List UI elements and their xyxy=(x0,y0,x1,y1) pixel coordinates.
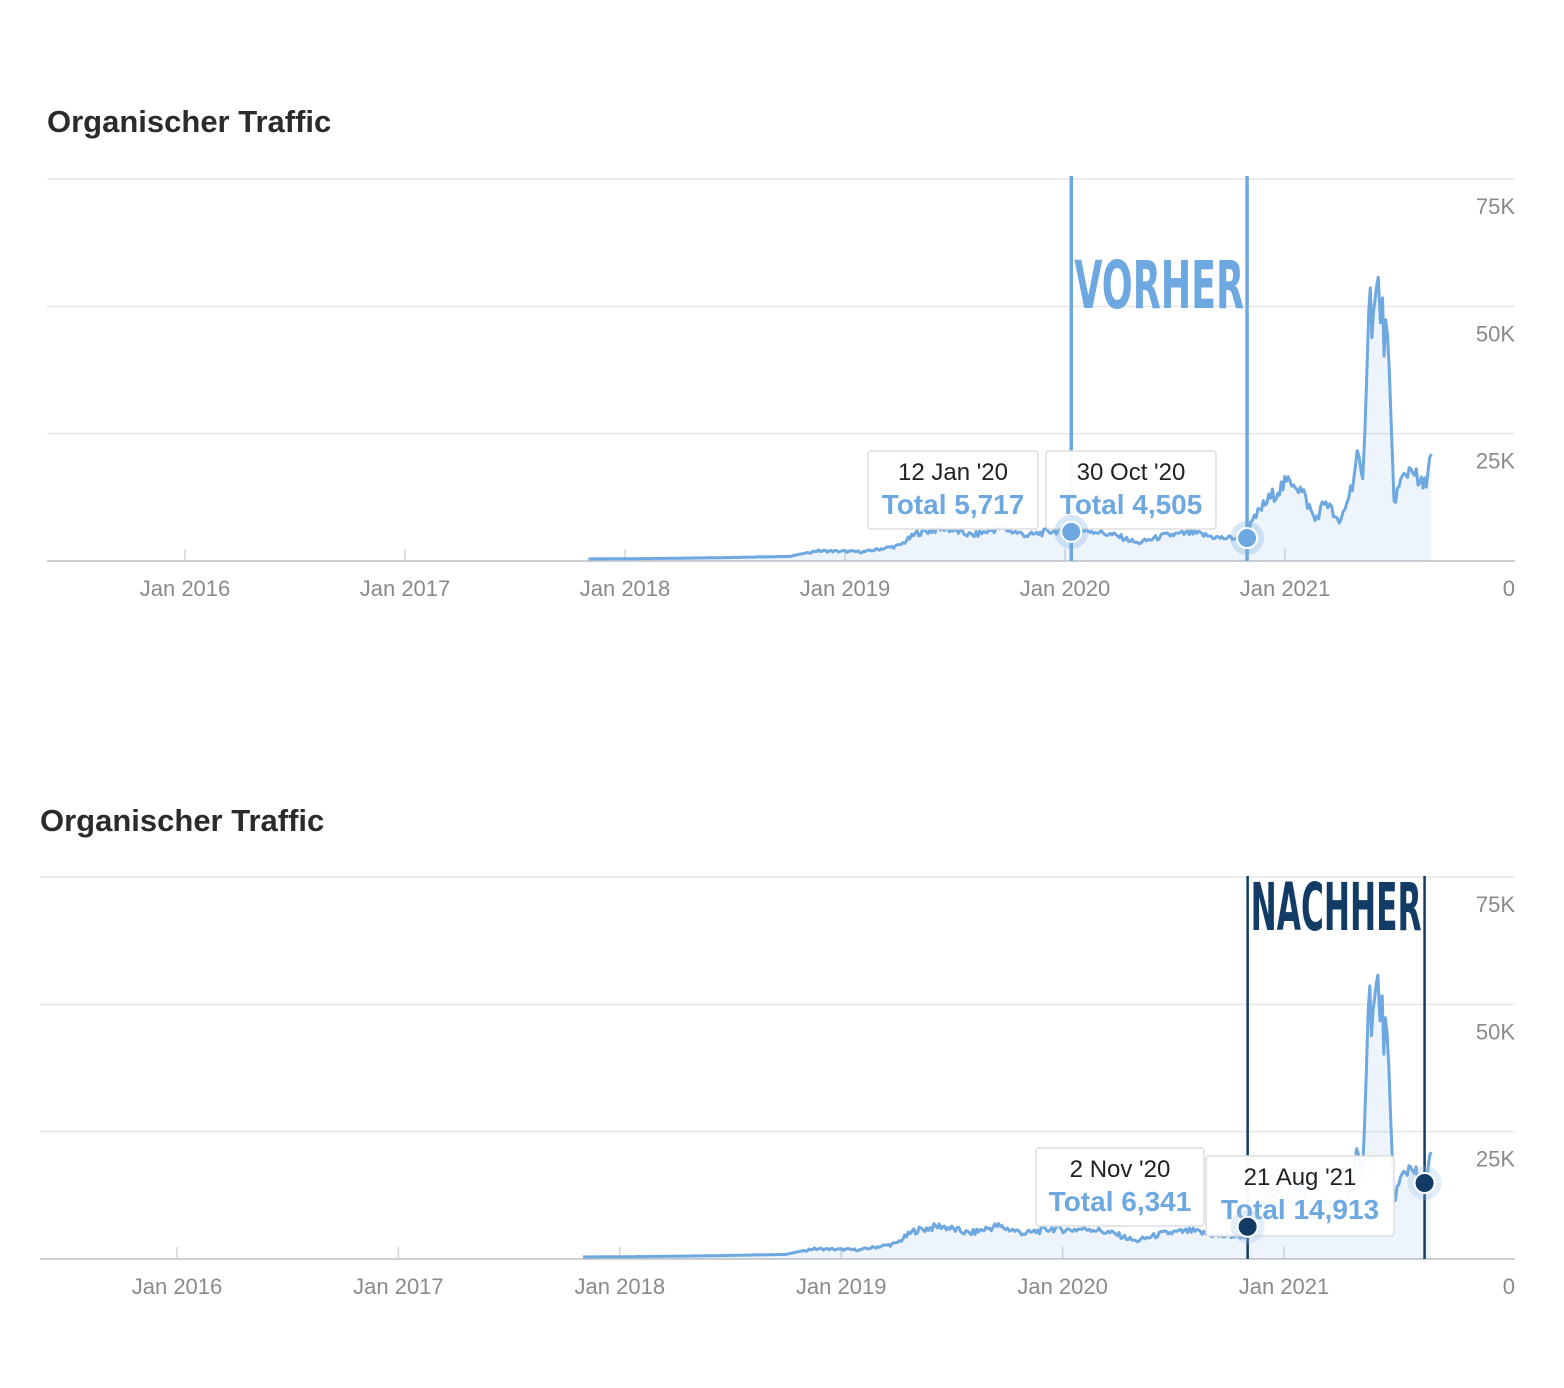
tooltip: 30 Oct '20 Total 4,505 xyxy=(1045,450,1217,530)
x-tick-label: Jan 2018 xyxy=(575,1274,666,1299)
traffic-chart-after: 0 25K 50K 75K Jan 2016 Jan 2017 Jan 2018 Jan 20… xyxy=(40,869,1515,1299)
y-tick-label: 75K xyxy=(1476,194,1515,219)
range-label: VORHER xyxy=(1074,247,1244,324)
series-line xyxy=(588,275,1433,561)
tooltip-date: 2 Nov '20 xyxy=(1070,1156,1171,1183)
highlight-point xyxy=(1236,1215,1259,1238)
y-tick-label: 25K xyxy=(1476,449,1515,474)
x-tick-label: Jan 2018 xyxy=(580,576,671,601)
y-tick-label: 75K xyxy=(1476,892,1515,917)
y-tick-label: 25K xyxy=(1476,1147,1515,1172)
x-tick-label: Jan 2016 xyxy=(140,576,231,601)
tooltip-total: Total 4,505 xyxy=(1060,489,1203,520)
series-area xyxy=(588,277,1432,561)
tooltip: 2 Nov '20 Total 6,341 xyxy=(1035,1147,1205,1227)
x-tick-label: Jan 2021 xyxy=(1240,576,1331,601)
x-tick-label: Jan 2020 xyxy=(1020,576,1111,601)
chart-title: Organischer Traffic xyxy=(47,104,332,139)
tooltip-total: Total 5,717 xyxy=(882,489,1025,520)
chart-panel-after: Organischer Traffic 0 25K 50K 75K Jan 2016 Ja… xyxy=(0,700,1564,1388)
x-tick-label: Jan 2020 xyxy=(1017,1274,1108,1299)
x-tick-label: Jan 2017 xyxy=(353,1274,444,1299)
highlight-point xyxy=(1060,520,1083,543)
x-tick-label: Jan 2016 xyxy=(132,1274,223,1299)
traffic-chart-before: 0 25K 50K 75K Jan 2016 Jan 2017 Jan 2018 Jan 20… xyxy=(47,176,1515,601)
tooltip-total: Total 6,341 xyxy=(1049,1186,1192,1217)
highlight-point xyxy=(1236,527,1259,550)
x-tick-label: Jan 2021 xyxy=(1239,1274,1330,1299)
tooltip: 12 Jan '20 Total 5,717 xyxy=(867,450,1039,530)
x-tick-label: Jan 2019 xyxy=(800,576,891,601)
tooltip-box xyxy=(1205,1155,1395,1237)
tooltip-date: 12 Jan '20 xyxy=(898,459,1008,486)
x-tick-label: Jan 2017 xyxy=(360,576,451,601)
x-tick-label: Jan 2019 xyxy=(796,1274,887,1299)
range-label: NACHHER xyxy=(1251,869,1422,946)
tooltip-box xyxy=(867,450,1039,530)
tooltip-date: 21 Aug '21 xyxy=(1244,1164,1357,1191)
highlight-point xyxy=(1413,1172,1436,1195)
tooltip-box xyxy=(1035,1147,1205,1227)
y-tick-label: 0 xyxy=(1503,1274,1515,1299)
tooltip-date: 30 Oct '20 xyxy=(1077,459,1186,486)
y-tick-label: 50K xyxy=(1476,1019,1515,1044)
chart-panel-before: Organischer Traffic 0 25K 50K 75K Jan 2016 Ja… xyxy=(47,104,1515,601)
chart-title: Organischer Traffic xyxy=(40,803,325,838)
y-tick-label: 0 xyxy=(1503,576,1515,601)
tooltip-box xyxy=(1045,450,1217,530)
y-tick-label: 50K xyxy=(1476,321,1515,346)
